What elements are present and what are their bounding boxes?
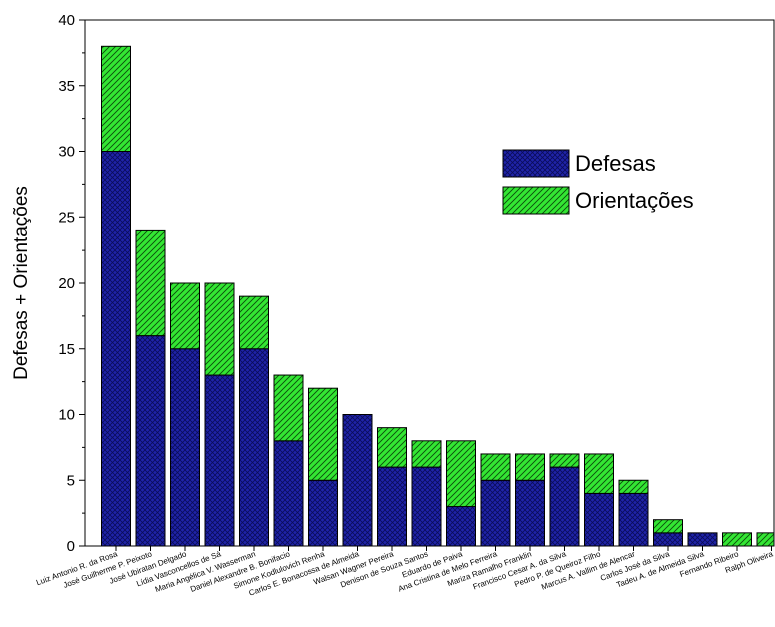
y-tick-label: 20	[58, 275, 75, 292]
bar-defesas	[239, 348, 269, 547]
bars	[101, 45, 775, 547]
y-tick-label: 15	[58, 341, 75, 358]
bar-defesas	[446, 506, 476, 547]
bar-defesas	[204, 374, 235, 547]
bar-defesas	[135, 335, 166, 547]
bar-orientacoes	[377, 427, 407, 468]
bar-defesas	[411, 466, 442, 547]
y-tick-label: 25	[58, 209, 75, 226]
y-tick-label: 40	[58, 12, 75, 29]
legend-swatch-defesas	[502, 149, 570, 178]
bar-orientacoes	[480, 453, 511, 481]
plot-frame	[84, 19, 775, 547]
bar-orientacoes	[756, 532, 775, 547]
bar-defesas	[170, 348, 200, 547]
bar-defesas	[308, 479, 338, 547]
bar-orientacoes	[446, 440, 476, 508]
bar-defesas	[342, 414, 373, 547]
bar-orientacoes	[722, 532, 752, 547]
bar-defesas	[618, 492, 649, 547]
legend-label-defesas: Defesas	[575, 151, 656, 176]
y-axis: 0 5 10 15 20 25 30 35 40	[58, 12, 85, 555]
legend: Defesas Orientações	[502, 149, 694, 215]
bar-orientacoes	[584, 453, 614, 494]
bar-defesas	[549, 466, 580, 547]
bar-orientacoes	[411, 440, 442, 468]
y-tick-label: 10	[58, 407, 75, 424]
bar-orientacoes	[308, 387, 338, 481]
bar-orientacoes	[653, 519, 683, 534]
bar-defesas	[101, 151, 131, 547]
bar-orientacoes	[618, 479, 649, 494]
bar-defesas	[480, 479, 511, 547]
bar-defesas	[273, 440, 304, 547]
y-tick-label: 0	[67, 538, 75, 555]
y-axis-title: Defesas + Orientações	[11, 186, 32, 380]
bar-defesas	[515, 479, 545, 547]
bar-orientacoes	[204, 282, 235, 376]
y-tick-label: 5	[67, 472, 75, 489]
bar-orientacoes	[170, 282, 200, 350]
bar-orientacoes	[515, 453, 545, 481]
bar-orientacoes	[135, 229, 166, 337]
legend-label-orientacoes: Orientações	[575, 188, 694, 213]
bar-orientacoes	[549, 453, 580, 468]
y-tick-label: 30	[58, 144, 75, 161]
y-tick-label: 35	[58, 78, 75, 95]
bar-defesas	[584, 492, 614, 547]
bar-orientacoes	[239, 295, 269, 350]
bar-defesas	[377, 466, 407, 547]
bar-orientacoes	[273, 374, 304, 442]
bar-orientacoes	[101, 45, 131, 152]
bar-defesas	[653, 532, 683, 547]
legend-swatch-orientacoes	[502, 186, 570, 215]
bar-defesas	[687, 532, 718, 547]
